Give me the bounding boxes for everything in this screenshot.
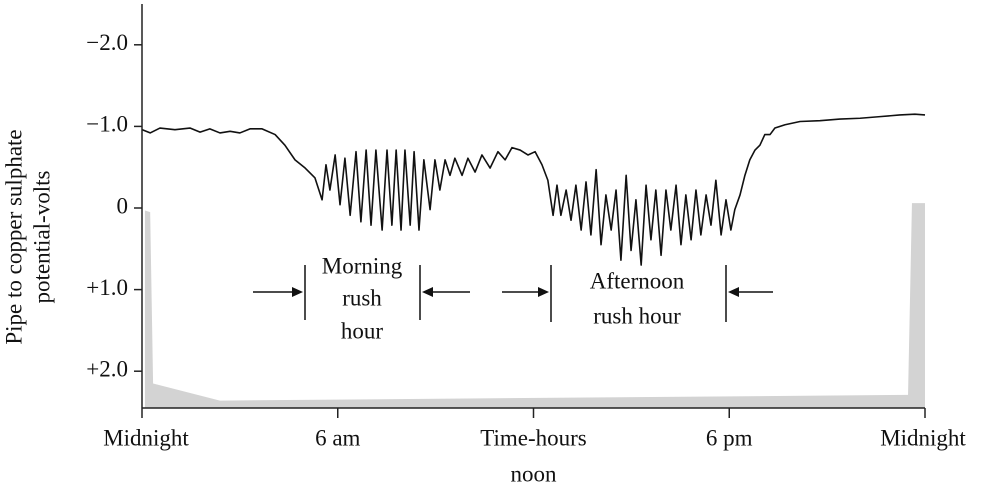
y-tick-label: +1.0 bbox=[86, 275, 128, 300]
annotation: Morning bbox=[322, 253, 403, 278]
y-tick-label: −2.0 bbox=[86, 30, 128, 55]
annotation: Afternoon bbox=[590, 268, 685, 293]
y-axis-label: potential-volts bbox=[29, 171, 54, 304]
arrowhead bbox=[292, 287, 303, 297]
y-tick-label: −1.0 bbox=[86, 112, 128, 137]
y-tick-label: 0 bbox=[117, 193, 129, 218]
annotation: rush bbox=[342, 285, 382, 310]
annotation-brackets bbox=[253, 265, 773, 322]
arrowhead bbox=[538, 287, 549, 297]
x-axis-label: Time-hours bbox=[480, 425, 587, 450]
x-tick-label: Midnight bbox=[880, 425, 966, 450]
arrowhead bbox=[422, 287, 433, 297]
y-axis-label: Pipe to copper sulphate bbox=[1, 129, 26, 344]
area bbox=[144, 203, 925, 408]
x-tick-label: noon bbox=[511, 461, 558, 486]
annotation: rush hour bbox=[593, 303, 681, 328]
arrowhead bbox=[728, 287, 739, 297]
x-tick-label: 6 am bbox=[315, 425, 360, 450]
x-tick-label: 6 pm bbox=[706, 425, 753, 450]
line bbox=[141, 113, 926, 266]
y-tick-label: +2.0 bbox=[86, 356, 128, 381]
x-tick-label: Midnight bbox=[103, 425, 189, 450]
annotation: hour bbox=[341, 318, 384, 343]
